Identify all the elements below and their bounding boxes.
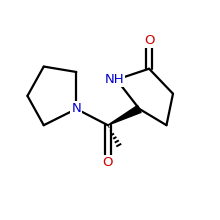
Text: O: O <box>103 156 113 169</box>
Text: N: N <box>72 103 81 116</box>
Text: NH: NH <box>104 73 124 86</box>
Text: O: O <box>144 34 154 47</box>
Polygon shape <box>108 105 141 125</box>
